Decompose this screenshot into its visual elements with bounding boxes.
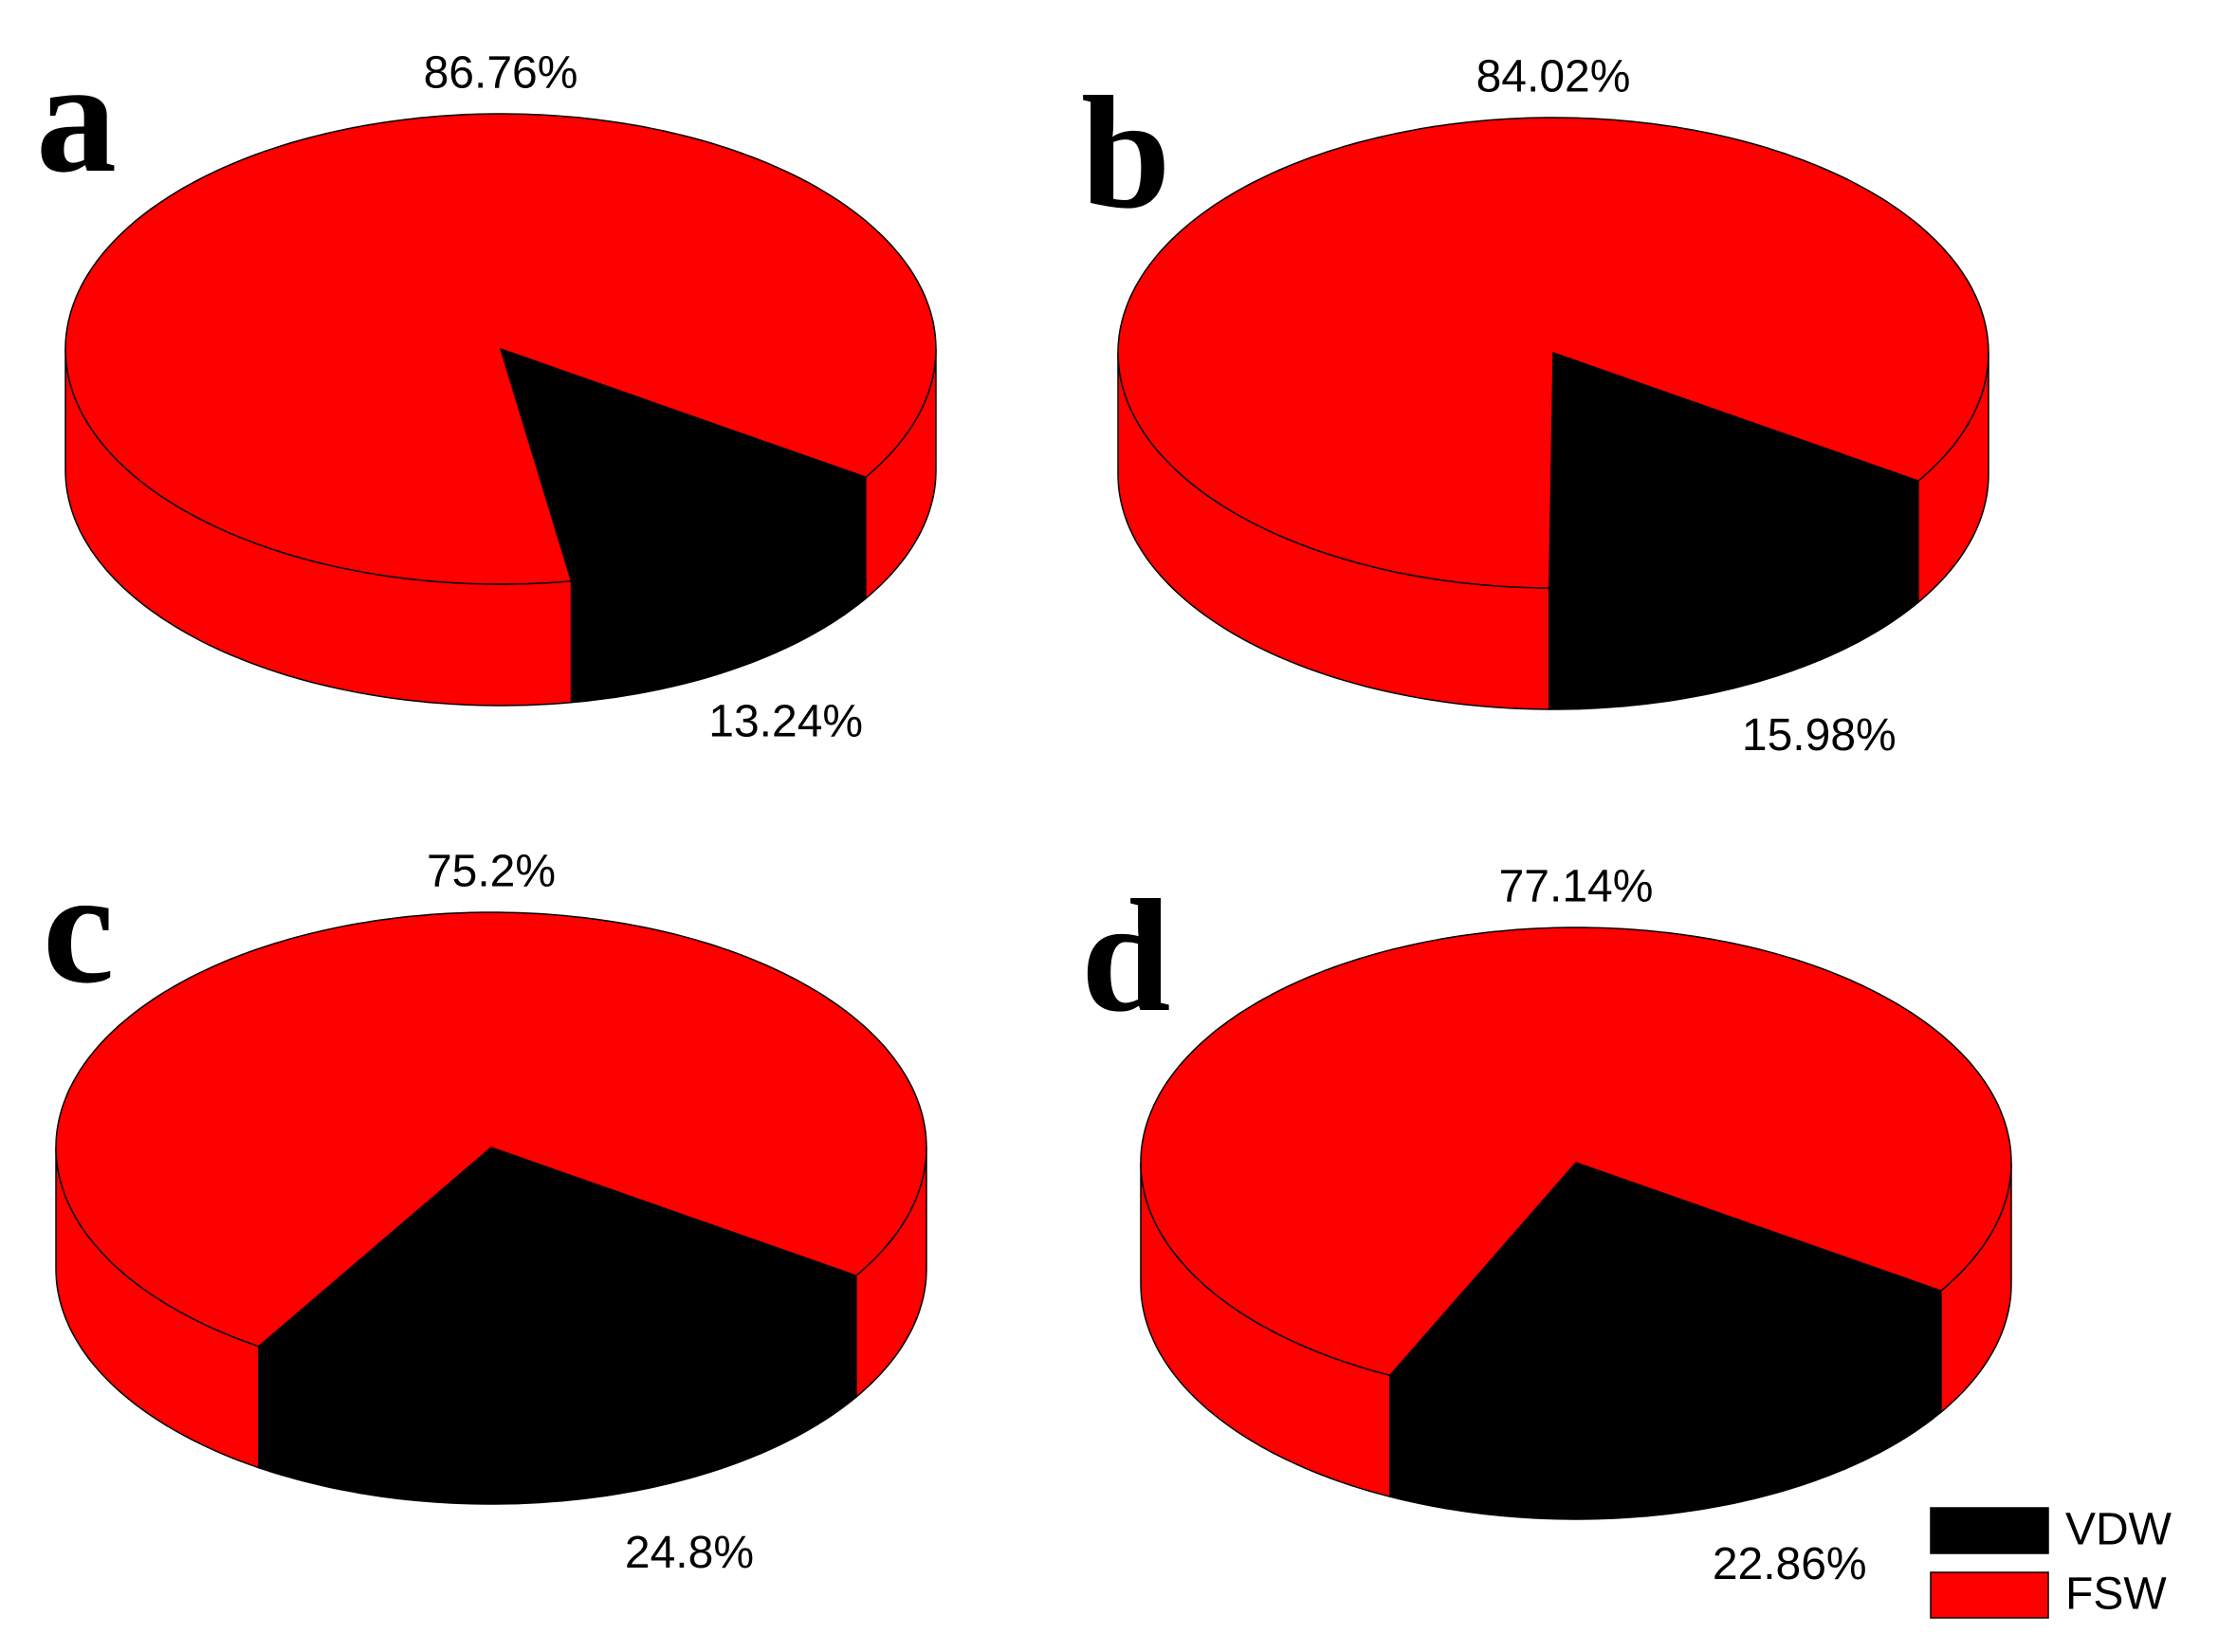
panel-label: c (43, 838, 114, 1017)
pie-slice (257, 1147, 858, 1384)
pie-slice (55, 911, 927, 1348)
pie-slice (64, 113, 937, 585)
pie-slice (499, 347, 868, 582)
value-label: 77.14% (1499, 862, 1654, 912)
legend-label: VDW (2065, 1505, 2172, 1555)
panel-label: d (1081, 867, 1171, 1045)
value-label: 15.98% (1742, 710, 1897, 761)
value-label: 75.2% (427, 847, 556, 897)
value-label: 22.86% (1713, 1539, 1867, 1589)
value-label: 13.24% (708, 696, 863, 746)
legend-swatch (1930, 1507, 2049, 1554)
pie-slice (1140, 927, 2012, 1377)
panel-label: b (1081, 64, 1171, 242)
pie-slice (1117, 117, 1989, 589)
panel-label: a (36, 28, 117, 206)
pie-slice (1388, 1162, 1943, 1399)
legend-swatch (1930, 1571, 2049, 1619)
value-label: 86.76% (424, 48, 578, 99)
value-label: 24.8% (625, 1528, 754, 1578)
value-label: 84.02% (1476, 52, 1631, 102)
pie-slice (1549, 351, 1920, 589)
legend-label: FSW (2065, 1569, 2167, 1620)
